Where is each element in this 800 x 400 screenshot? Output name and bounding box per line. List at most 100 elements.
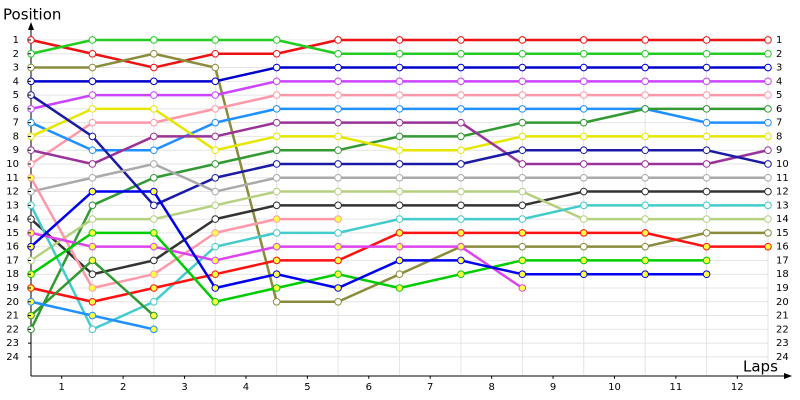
position-dot xyxy=(702,63,711,72)
position-dot xyxy=(641,215,649,223)
position-dot xyxy=(334,146,342,155)
position-dot xyxy=(518,105,527,113)
y-tick-label: 5 xyxy=(13,90,19,101)
position-dot xyxy=(579,229,588,237)
y-tick-label: 2 xyxy=(13,49,19,60)
position-dot xyxy=(457,256,465,265)
position-dot xyxy=(702,256,711,265)
position-dot xyxy=(150,201,158,210)
position-dot xyxy=(764,201,772,210)
position-dot xyxy=(457,160,465,168)
y-tick-label-right: 18 xyxy=(776,269,789,280)
position-dot xyxy=(641,187,649,196)
position-dot xyxy=(518,160,527,168)
position-dot xyxy=(150,229,158,237)
position-dot xyxy=(211,91,220,99)
position-dot xyxy=(518,118,527,127)
position-dot xyxy=(702,36,711,44)
position-dot xyxy=(395,215,404,223)
x-tick-label: 5 xyxy=(304,382,310,393)
position-dot xyxy=(518,146,527,155)
position-dot xyxy=(211,118,220,127)
position-dot xyxy=(88,91,97,99)
position-dot xyxy=(764,49,772,58)
position-dot xyxy=(457,215,465,223)
y-tick-label-right: 7 xyxy=(776,118,782,129)
position-dot xyxy=(764,132,772,141)
position-dot xyxy=(272,49,281,58)
position-dot xyxy=(334,160,342,168)
position-dot xyxy=(211,77,220,86)
position-dot xyxy=(211,36,220,44)
x-tick-label: 6 xyxy=(366,382,372,393)
position-dot xyxy=(641,173,649,182)
position-dot xyxy=(272,256,281,265)
position-dot xyxy=(641,256,649,265)
position-dot xyxy=(579,36,588,44)
position-dot xyxy=(702,242,711,251)
y-tick-label: 21 xyxy=(6,311,19,322)
position-dot xyxy=(150,105,158,113)
position-dot xyxy=(518,36,527,44)
position-dot xyxy=(702,201,711,210)
position-dot xyxy=(211,284,220,292)
position-dot xyxy=(395,105,404,113)
position-dot xyxy=(334,91,342,99)
position-dot xyxy=(150,297,158,306)
position-dot xyxy=(272,215,281,223)
position-dot xyxy=(702,187,711,196)
position-dot xyxy=(518,173,527,182)
position-dot xyxy=(395,242,404,251)
position-dot xyxy=(211,270,220,279)
position-dot xyxy=(150,36,158,44)
position-dot xyxy=(764,63,772,72)
position-dot xyxy=(150,173,158,182)
y-tick-label-right: 11 xyxy=(776,173,789,184)
position-dot xyxy=(702,49,711,58)
position-dot xyxy=(395,132,404,141)
y-tick-label-right: 24 xyxy=(776,352,789,363)
position-dot xyxy=(272,105,281,113)
dots xyxy=(27,36,772,334)
position-dot xyxy=(518,270,527,279)
position-dot xyxy=(88,160,97,168)
y-tick-label: 16 xyxy=(6,242,19,253)
position-dot xyxy=(518,242,527,251)
position-dot xyxy=(272,63,281,72)
y-tick-label-right: 1 xyxy=(776,35,782,46)
position-dot xyxy=(88,173,97,182)
position-dot xyxy=(702,270,711,279)
position-dot xyxy=(88,201,97,210)
y-tick-label: 4 xyxy=(13,76,19,87)
x-axis-title: Laps xyxy=(743,358,778,376)
position-dot xyxy=(272,91,281,99)
position-dot xyxy=(211,49,220,58)
position-dot xyxy=(395,118,404,127)
position-dot xyxy=(702,105,711,113)
position-dot xyxy=(518,63,527,72)
position-dot xyxy=(641,105,649,113)
position-dot xyxy=(211,215,220,223)
position-dot xyxy=(702,146,711,155)
y-axis-title: Position xyxy=(3,6,61,24)
y-tick-label: 19 xyxy=(6,283,19,294)
position-dot xyxy=(702,215,711,223)
position-dot xyxy=(272,146,281,155)
position-dot xyxy=(457,49,465,58)
y-tick-label-right: 4 xyxy=(776,76,782,87)
y-tick-label: 17 xyxy=(6,255,19,266)
position-dot xyxy=(395,36,404,44)
position-dot xyxy=(641,36,649,44)
y-tick-label: 20 xyxy=(6,297,19,308)
position-dot xyxy=(764,187,772,196)
position-dot xyxy=(272,132,281,141)
position-dot xyxy=(518,91,527,99)
position-dot xyxy=(641,132,649,141)
y-tick-label: 6 xyxy=(13,104,19,115)
position-dot xyxy=(702,160,711,168)
position-dot xyxy=(518,77,527,86)
y-tick-label: 18 xyxy=(6,269,19,280)
position-dot xyxy=(395,77,404,86)
y-tick-label-right: 9 xyxy=(776,145,782,156)
x-tick-label: 12 xyxy=(731,382,744,393)
